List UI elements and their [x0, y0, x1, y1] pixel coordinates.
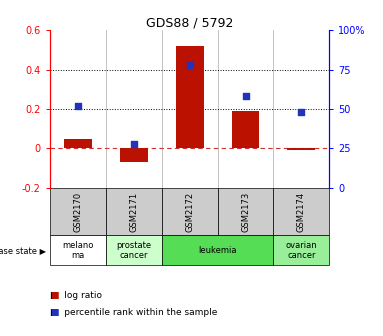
- Bar: [287, 149, 316, 151]
- Text: ovarian
cancer: ovarian cancer: [286, 241, 317, 260]
- Text: ■  log ratio: ■ log ratio: [50, 291, 102, 300]
- Point: [298, 110, 304, 115]
- Text: ■: ■: [50, 308, 58, 317]
- Text: disease state ▶: disease state ▶: [0, 246, 46, 255]
- Bar: [218, 188, 273, 235]
- Point: [131, 141, 137, 146]
- Point: [75, 103, 81, 109]
- Text: GSM2170: GSM2170: [73, 192, 82, 232]
- Title: GDS88 / 5792: GDS88 / 5792: [146, 16, 233, 29]
- Bar: [273, 235, 329, 265]
- Text: leukemia: leukemia: [198, 246, 237, 255]
- Bar: [162, 235, 273, 265]
- Bar: [50, 235, 106, 265]
- Bar: [175, 46, 204, 149]
- Text: prostate
cancer: prostate cancer: [116, 241, 151, 260]
- Bar: [231, 111, 259, 149]
- Point: [187, 62, 193, 68]
- Text: ■: ■: [50, 291, 58, 300]
- Text: melano
ma: melano ma: [62, 241, 93, 260]
- Text: GSM2172: GSM2172: [185, 192, 194, 232]
- Bar: [50, 188, 106, 235]
- Bar: [273, 188, 329, 235]
- Bar: [64, 139, 92, 149]
- Text: GSM2174: GSM2174: [297, 192, 306, 232]
- Bar: [106, 235, 162, 265]
- Point: [242, 94, 249, 99]
- Text: ■  percentile rank within the sample: ■ percentile rank within the sample: [50, 308, 217, 317]
- Bar: [106, 188, 162, 235]
- Text: GSM2173: GSM2173: [241, 192, 250, 232]
- Bar: [119, 149, 148, 162]
- Text: GSM2171: GSM2171: [129, 192, 138, 232]
- Bar: [162, 188, 218, 235]
